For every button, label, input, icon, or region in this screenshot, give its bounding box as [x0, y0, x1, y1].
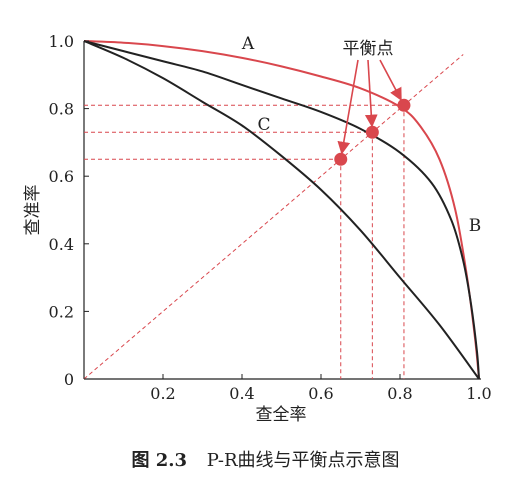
- curve-b: [83, 40, 480, 380]
- y-tick-label: 0.6: [49, 167, 74, 186]
- pr-curve-chart: 0.2 0.4 0.6 0.8 1.000.20.40.60.81.0 查全率 查准率 …: [23, 32, 492, 425]
- annotation-arrow: [379, 59, 402, 101]
- annotation-arrow: [364, 59, 378, 128]
- x-tick-label: 0.6: [308, 384, 333, 403]
- y-axis-title: 查准率: [23, 185, 43, 236]
- curve-label-b: B: [469, 216, 482, 236]
- annotation-arrow: [337, 59, 359, 155]
- x-tick-label: 0.4: [229, 384, 254, 403]
- y-tick-label: 0.8: [49, 100, 74, 119]
- axis-ticks: 0.2 0.4 0.6 0.8 1.0 0 0.2 0.4 0.6 0.8 1.0: [49, 32, 492, 403]
- curve-label-c: C: [257, 115, 270, 135]
- x-tick-label: 0.2: [150, 384, 175, 403]
- y-tick-label: 0.2: [49, 302, 74, 321]
- figure-caption: 图 2.3 P-R曲线与平衡点示意图: [0, 446, 531, 472]
- x-axis-title: 查全率: [256, 405, 307, 425]
- curve-a: [83, 40, 480, 380]
- break-even-point-b: [365, 125, 379, 139]
- break-even-annotation: 平衡点: [343, 39, 394, 59]
- y-tick-label: 0.4: [49, 235, 74, 254]
- curve-c: [83, 40, 480, 380]
- y-tick-label: 0: [64, 370, 74, 389]
- break-even-point-a: [397, 98, 411, 112]
- figure-caption-text: P-R曲线与平衡点示意图: [206, 450, 400, 471]
- figure-number: 图 2.3: [131, 450, 188, 471]
- plot-area: [83, 40, 481, 380]
- x-tick-label: 0.8: [387, 384, 412, 403]
- break-even-point-c: [334, 152, 348, 166]
- x-tick-label: 1.0: [466, 384, 491, 403]
- y-tick-label: 1.0: [49, 32, 74, 51]
- curve-label-a: A: [241, 34, 255, 54]
